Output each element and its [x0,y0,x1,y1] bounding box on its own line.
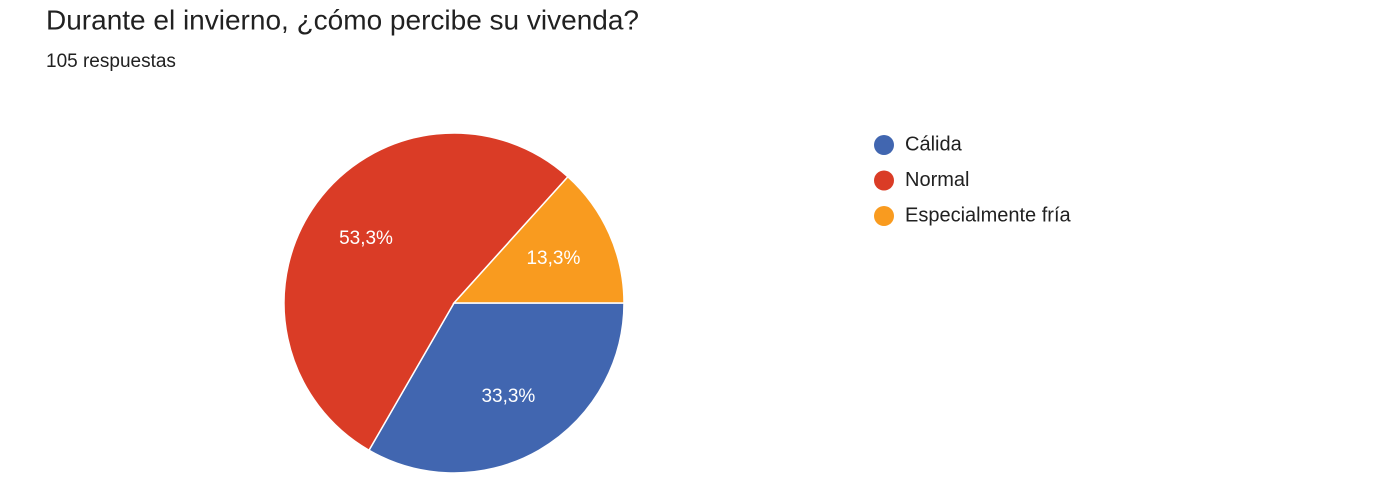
slice-label: 33,3% [481,386,535,407]
slice-label: 13,3% [526,248,580,269]
legend-swatch [874,206,894,226]
legend-swatch [874,135,894,155]
legend-label: Cálida [905,133,963,155]
legend-swatch [874,170,894,191]
pie-slice [283,132,569,452]
chart-title: Durante el invierno, ¿cómo percibe su vi… [46,4,639,35]
slice-label: 53,3% [339,228,393,249]
pie-slice [452,175,625,304]
legend-label: Normal [905,169,969,191]
pie-slice [367,302,625,474]
chart-subtitle: 105 respuestas [46,51,176,72]
legend-label: Especialmente fría [905,204,1072,226]
